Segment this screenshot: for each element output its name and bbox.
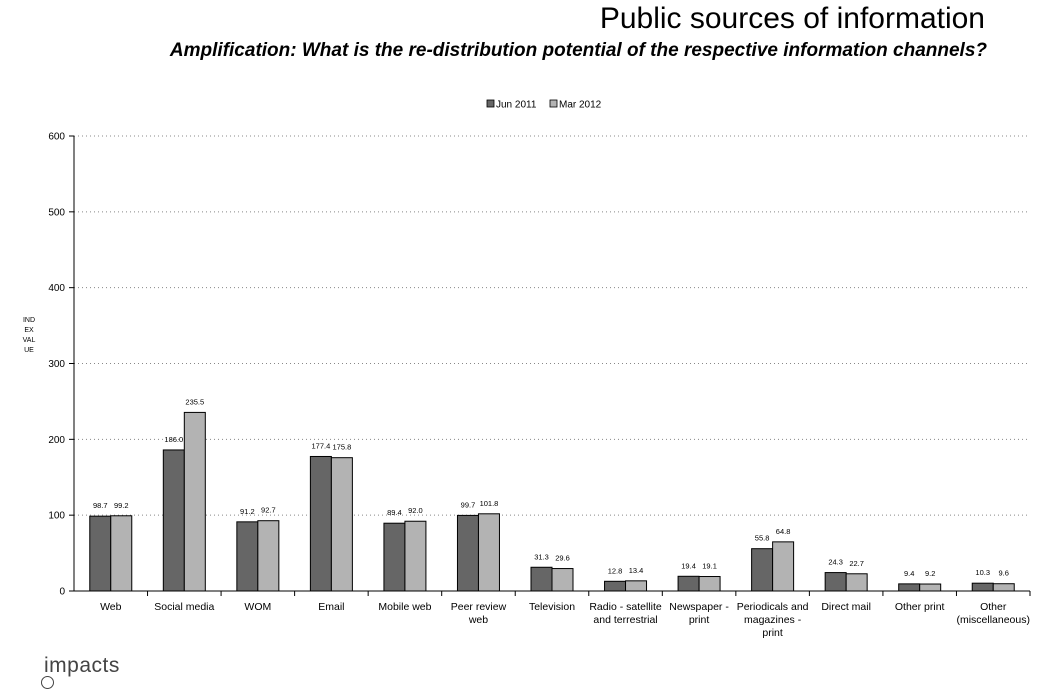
- bar: [477, 513, 500, 592]
- data-label: 29.6: [555, 554, 570, 563]
- x-tick-label: Direct mail: [821, 601, 871, 613]
- data-label: 12.8: [608, 566, 623, 575]
- data-label: 19.1: [702, 562, 717, 571]
- bar: [456, 514, 479, 592]
- impacts-logo: impacts: [41, 654, 120, 689]
- bar: [551, 568, 574, 592]
- data-label: 89.4: [387, 508, 402, 517]
- data-label: 92.7: [261, 506, 276, 515]
- bar: [330, 457, 353, 592]
- data-label: 55.8: [755, 534, 770, 543]
- x-tick-label: Newspaper -: [669, 601, 729, 613]
- x-tick-label: print: [762, 627, 783, 639]
- y-tick-label: 400: [48, 283, 65, 294]
- bar: [824, 572, 847, 592]
- bar: [992, 583, 1015, 592]
- legend-label: Mar 2012: [559, 100, 602, 111]
- bar: [845, 573, 868, 592]
- data-label: 64.8: [776, 527, 791, 536]
- bar: [677, 575, 700, 592]
- bar: [309, 455, 332, 592]
- x-tick-label: Social media: [154, 601, 214, 613]
- x-tick-label: Email: [318, 601, 344, 613]
- x-tick-label: WOM: [244, 601, 271, 613]
- x-tick-label: (miscellaneous): [956, 614, 1030, 626]
- y-tick-label: 500: [48, 207, 65, 218]
- x-tick-label: Web: [100, 601, 122, 613]
- data-label: 19.4: [681, 561, 696, 570]
- legend-swatch: [549, 99, 558, 108]
- bar: [625, 580, 648, 592]
- x-tick-label: Other: [980, 601, 1007, 613]
- data-label: 9.2: [925, 569, 935, 578]
- legend-label: Jun 2011: [496, 100, 537, 111]
- data-label: 177.4: [311, 441, 330, 450]
- x-tick-label: web: [468, 614, 488, 626]
- legend-swatch: [486, 99, 495, 108]
- bar: [698, 576, 721, 592]
- y-tick-label: 100: [48, 511, 65, 522]
- x-tick-label: Mobile web: [378, 601, 431, 613]
- bar: [530, 566, 553, 592]
- data-label: 10.3: [975, 568, 990, 577]
- bar: [162, 449, 185, 592]
- y-tick-label: 0: [59, 587, 65, 598]
- x-tick-label: Other print: [895, 601, 945, 613]
- data-label: 235.5: [185, 397, 204, 406]
- x-tick-label: Television: [529, 601, 575, 613]
- y-tick-label: 600: [48, 132, 65, 143]
- bar: [257, 520, 280, 592]
- data-label: 13.4: [629, 566, 644, 575]
- x-tick-label: Radio - satellite: [589, 601, 662, 613]
- x-tick-label: Periodicals and: [737, 601, 809, 613]
- bar: [971, 582, 994, 592]
- data-label: 92.0: [408, 506, 423, 515]
- logo-text: impacts: [44, 654, 120, 677]
- data-label: 22.7: [849, 559, 864, 568]
- y-axis-label: INDEX VALUE: [22, 317, 36, 354]
- bar: [751, 548, 774, 592]
- bar: [898, 583, 921, 592]
- data-label: 101.8: [480, 499, 499, 508]
- bar: [772, 541, 795, 592]
- bar: [236, 521, 259, 592]
- data-label: 186.0: [164, 435, 183, 444]
- x-tick-label: print: [689, 614, 710, 626]
- bar: [919, 583, 942, 592]
- bar: [604, 580, 627, 592]
- data-label: 99.7: [461, 500, 476, 509]
- data-label: 9.4: [904, 569, 914, 578]
- data-label: 31.3: [534, 552, 549, 561]
- bar: [383, 522, 406, 592]
- bar: [183, 411, 206, 592]
- chart-title: Public sources of information: [599, 2, 985, 35]
- x-tick-label: and terrestrial: [593, 614, 657, 626]
- y-tick-label: 200: [48, 435, 65, 446]
- data-label: 99.2: [114, 501, 129, 510]
- data-label: 98.7: [93, 501, 108, 510]
- x-tick-label: magazines -: [744, 614, 802, 626]
- data-label: 9.6: [999, 569, 1009, 578]
- chart-subtitle: Amplification: What is the re-distributi…: [169, 40, 987, 61]
- bar: [404, 520, 427, 592]
- y-tick-label: 300: [48, 359, 65, 370]
- bar: [89, 515, 112, 592]
- x-tick-label: Peer review: [451, 601, 507, 613]
- data-label: 175.8: [332, 443, 351, 452]
- data-label: 24.3: [828, 558, 843, 567]
- bar: [110, 515, 133, 592]
- data-label: 91.2: [240, 507, 255, 516]
